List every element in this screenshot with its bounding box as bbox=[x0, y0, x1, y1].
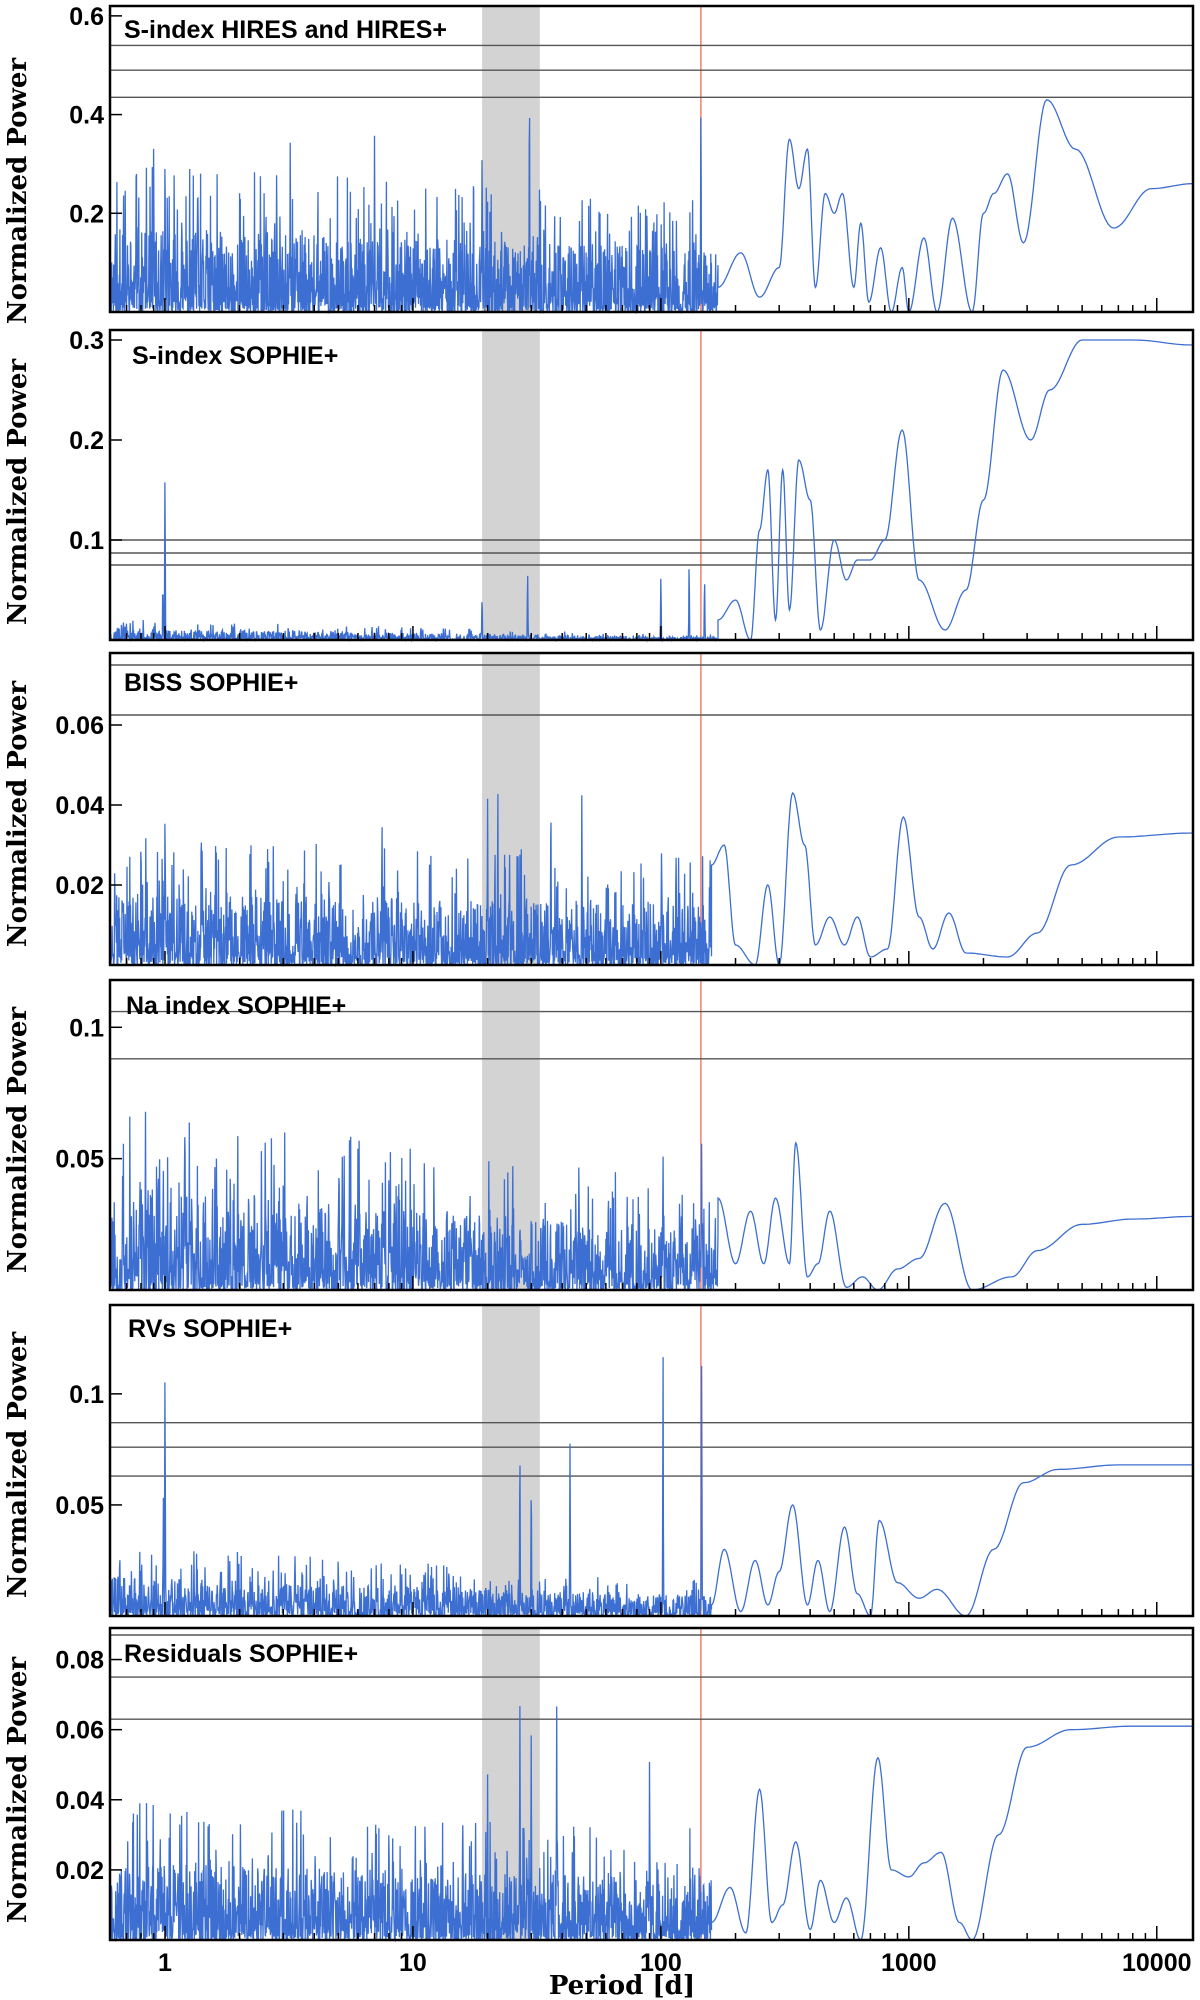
panel-frame bbox=[108, 4, 1195, 314]
panel-frame bbox=[108, 1303, 1195, 1618]
panel-1: 0.2 0.4 0.6 S-index HIRES and HIRES+ bbox=[69, 3, 1195, 315]
x-tick-label-10: 10 bbox=[399, 1949, 427, 1977]
highlight-band bbox=[482, 330, 540, 640]
periodogram-series bbox=[109, 1357, 1193, 1619]
panel-frame bbox=[108, 978, 1195, 1292]
panel-title-1: S-index HIRES and HIRES+ bbox=[124, 16, 447, 44]
y-tick-label-0.02: 0.02 bbox=[55, 872, 104, 900]
y-tick-label-0.05: 0.05 bbox=[55, 1146, 104, 1174]
y-tick-label-0.02: 0.02 bbox=[55, 1857, 104, 1885]
x-tick-label-1: 1 bbox=[158, 1949, 172, 1977]
x-tick-label-10000: 10000 bbox=[1122, 1949, 1192, 1977]
ylabel-panel-6: Normalized Power bbox=[3, 1657, 33, 1924]
panel-title-5: RVs SOPHIE+ bbox=[128, 1315, 292, 1343]
panel-6: 1 10 100 1000 10000 0.02 0.04 0.06 0.08 Residuals… bbox=[55, 1626, 1195, 1977]
panel-4: 0.05 0.1 Na index SOPHIE+ bbox=[55, 978, 1195, 1293]
y-tick-label-0.04: 0.04 bbox=[55, 1787, 104, 1815]
ylabel-panel-1: Normalized Power bbox=[3, 58, 33, 325]
panel-frame bbox=[108, 1626, 1195, 1942]
panel-frame bbox=[108, 651, 1195, 967]
y-tick-label-0.08: 0.08 bbox=[55, 1647, 104, 1675]
y-tick-label-0.04: 0.04 bbox=[55, 792, 104, 820]
periodogram-series bbox=[109, 1111, 1194, 1293]
panel-title-2: S-index SOPHIE+ bbox=[132, 342, 338, 370]
panel-frame bbox=[108, 328, 1195, 642]
ylabel-panel-5: Normalized Power bbox=[3, 1332, 33, 1599]
x-tick-label-1000: 1000 bbox=[881, 1949, 937, 1977]
y-tick-label-0.06: 0.06 bbox=[55, 712, 104, 740]
panel-title-6: Residuals SOPHIE+ bbox=[124, 1640, 358, 1668]
periodogram-series bbox=[109, 339, 1194, 643]
panel-title-3: BISS SOPHIE+ bbox=[124, 669, 298, 697]
ylabel-panel-2: Normalized Power bbox=[3, 359, 33, 626]
y-tick-label-0.06: 0.06 bbox=[55, 1717, 104, 1745]
ylabel-panel-4: Normalized Power bbox=[3, 1007, 33, 1274]
periodogram-series bbox=[109, 1705, 1193, 1943]
y-tick-label-0.1: 0.1 bbox=[69, 1014, 104, 1042]
y-tick-label-0.6: 0.6 bbox=[69, 3, 104, 31]
panel-title-4: Na index SOPHIE+ bbox=[126, 992, 346, 1020]
periodogram-series bbox=[109, 99, 1193, 315]
y-tick-label-0.2: 0.2 bbox=[69, 200, 104, 228]
y-tick-label-0.1: 0.1 bbox=[69, 527, 104, 555]
y-tick-label-0.1: 0.1 bbox=[69, 1381, 104, 1409]
periodogram-series bbox=[109, 791, 1194, 968]
panel-3: 0.02 0.04 0.06 BISS SOPHIE+ bbox=[55, 651, 1195, 968]
x-tick-label-100: 100 bbox=[640, 1949, 682, 1977]
panels: 0.20.40.6 S-index HIRES and HIRES+0.10.20… bbox=[55, 3, 1195, 1977]
y-tick-label-0.3: 0.3 bbox=[69, 327, 104, 355]
ylabel-panel-3: Normalized Power bbox=[3, 681, 33, 948]
x-axis-label: Period [d] bbox=[549, 1971, 695, 2000]
y-tick-label-0.05: 0.05 bbox=[55, 1492, 104, 1520]
y-tick-label-0.4: 0.4 bbox=[69, 102, 104, 130]
panel-5: 0.05 0.1 RVs SOPHIE+ bbox=[55, 1303, 1195, 1619]
y-tick-label-0.2: 0.2 bbox=[69, 427, 104, 455]
panel-2: 0.1 0.2 0.3 S-index SOPHIE+ bbox=[69, 327, 1195, 643]
